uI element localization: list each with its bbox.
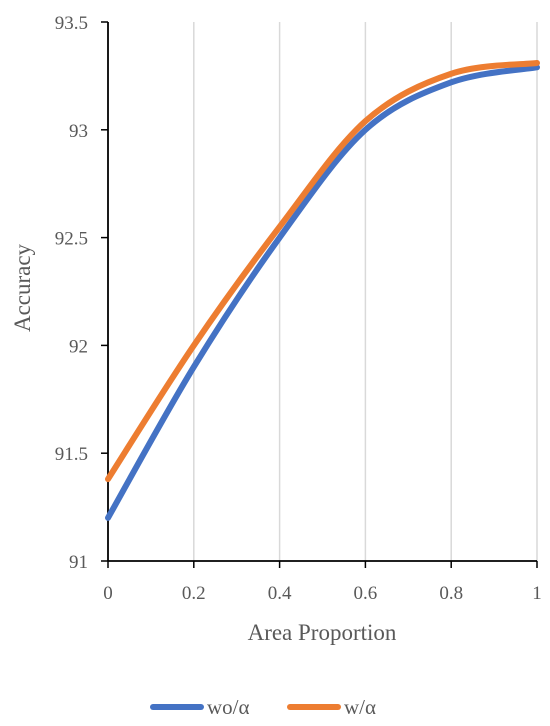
legend: wo/α w/α	[150, 695, 376, 719]
y-tick-label: 92	[69, 336, 88, 357]
y-tick-label: 93	[69, 121, 88, 142]
series-line-wo-alpha	[105, 64, 540, 521]
y-tick-labels: 91 91.5 92 92.5 93 93.5	[55, 13, 88, 573]
x-tick-label: 0.8	[439, 583, 463, 604]
series-lines	[105, 59, 540, 521]
x-tick-label: 0	[103, 583, 113, 604]
x-tick-label: 0.2	[182, 583, 206, 604]
y-tick-label: 91.5	[55, 444, 88, 465]
legend-label: wo/α	[207, 695, 250, 719]
x-tick-label: 1	[532, 583, 542, 604]
series-line-w-alpha	[105, 59, 540, 483]
y-tick-label: 91	[69, 552, 88, 573]
x-tick-label: 0.4	[268, 583, 292, 604]
y-tick-label: 93.5	[55, 13, 88, 34]
legend-label: w/α	[344, 695, 376, 719]
x-tick-labels: 0 0.2 0.4 0.6 0.8 1	[103, 583, 542, 604]
vertical-gridlines	[193, 22, 538, 561]
y-axis-title: Accuracy	[10, 243, 35, 332]
y-tick-label: 92.5	[55, 229, 88, 250]
x-axis-title: Area Proportion	[248, 620, 397, 645]
x-tick-label: 0.6	[354, 583, 378, 604]
axes	[101, 21, 538, 568]
